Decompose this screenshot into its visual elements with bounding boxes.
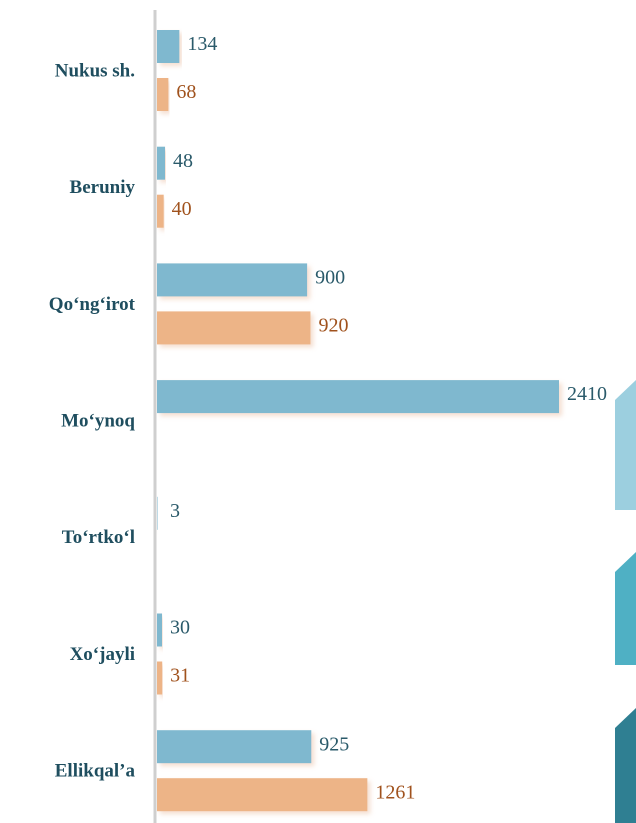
category-label: Beruniy: [70, 177, 136, 198]
value-label: 3: [170, 500, 180, 522]
value-label: 31: [170, 665, 190, 687]
bar: [157, 311, 311, 345]
bar: [157, 496, 158, 530]
decoration: [615, 552, 636, 665]
value-label: 1261: [375, 781, 415, 803]
value-label: 40: [172, 198, 192, 220]
decoration: [615, 708, 636, 823]
value-label: 900: [315, 266, 345, 288]
bar: [157, 30, 180, 63]
bar: [157, 613, 163, 647]
category-label: To‘rtko‘l: [62, 527, 135, 548]
bar: [157, 78, 169, 111]
category-label: Qo‘ng‘irot: [49, 294, 136, 315]
value-label: 2410: [567, 383, 607, 405]
category-label: Nukus sh.: [55, 60, 135, 81]
category-label: Ellikqal’a: [55, 761, 136, 782]
bar: [157, 194, 164, 228]
category-label: Xo‘jayli: [70, 644, 135, 665]
value-label: 134: [187, 33, 217, 55]
bar: [157, 778, 368, 812]
bar: [157, 380, 559, 414]
value-label: 68: [176, 81, 196, 103]
value-label: 48: [173, 150, 193, 172]
bar: [157, 263, 308, 297]
value-label: 920: [318, 314, 348, 336]
value-label: 925: [319, 733, 349, 755]
bar: [157, 146, 166, 180]
category-label: Mo‘ynoq: [61, 410, 135, 431]
bar: [157, 730, 312, 764]
bar: [157, 661, 163, 695]
value-label: 30: [170, 617, 190, 639]
decoration: [615, 380, 636, 510]
